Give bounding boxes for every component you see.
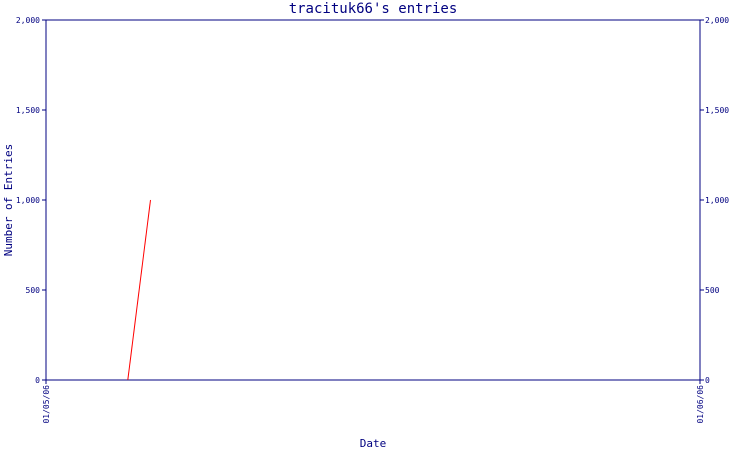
y-axis-label: Number of Entries <box>2 144 15 257</box>
left-y-axis: 0 500 1,000 1,500 2,000 <box>16 16 46 385</box>
right-y-axis: 0 500 1,000 1,500 2,000 <box>700 16 729 385</box>
y-tick-label-left: 500 <box>26 286 41 295</box>
x-axis: 01/05/06 01/06/06 <box>42 380 705 424</box>
x-axis-label: Date <box>360 437 387 450</box>
y-tick-label-left: 1,500 <box>16 106 40 115</box>
y-tick-label-right: 500 <box>705 286 720 295</box>
y-tick-label-left: 1,000 <box>16 196 40 205</box>
y-tick-label-right: 2,000 <box>705 16 729 25</box>
series-line <box>127 199 151 381</box>
y-tick-label-left: 2,000 <box>16 16 40 25</box>
y-tick-label-left: 0 <box>35 376 40 385</box>
x-tick-label: 01/06/06 <box>696 385 705 424</box>
y-tick-label-right: 0 <box>705 376 710 385</box>
x-tick-label: 01/05/06 <box>42 385 51 424</box>
series-layer <box>127 199 151 381</box>
plot-area-frame <box>45 19 701 381</box>
y-tick-label-right: 1,500 <box>705 106 729 115</box>
chart-title: tracituk66's entries <box>289 1 458 17</box>
y-tick-label-right: 1,000 <box>705 196 729 205</box>
